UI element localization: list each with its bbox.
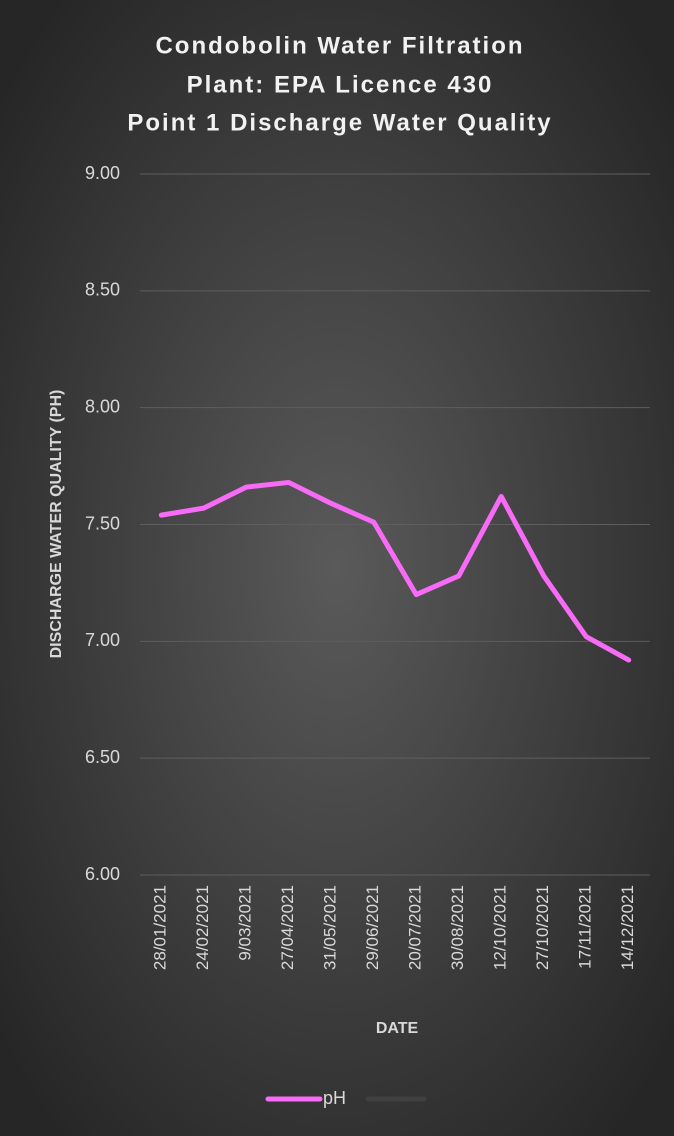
- y-tick-label: 6.50: [85, 747, 120, 767]
- y-axis-title: DISCHARGE WATER QUALITY (PH): [48, 390, 65, 659]
- x-tick-label: 27/04/2021: [278, 885, 297, 970]
- y-tick-label: 9.00: [85, 163, 120, 183]
- legend-label: pH: [323, 1088, 346, 1108]
- y-tick-label: 8.50: [85, 280, 120, 300]
- y-tick-label: 7.50: [85, 513, 120, 533]
- x-tick-label: 29/06/2021: [363, 885, 382, 970]
- x-tick-label: 28/01/2021: [151, 885, 170, 970]
- chart-title: Plant: EPA Licence 430: [187, 71, 494, 98]
- x-tick-label: 31/05/2021: [321, 885, 340, 970]
- x-tick-label: 12/10/2021: [491, 885, 510, 970]
- chart-title: Condobolin Water Filtration: [155, 32, 524, 59]
- x-tick-label: 17/11/2021: [576, 885, 595, 969]
- x-tick-label: 27/10/2021: [533, 885, 552, 970]
- y-tick-label: 6.00: [85, 864, 120, 884]
- x-tick-label: 9/03/2021: [236, 885, 255, 961]
- x-tick-label: 14/12/2021: [618, 885, 637, 970]
- x-tick-label: 20/07/2021: [406, 885, 425, 970]
- x-tick-label: 24/02/2021: [193, 885, 212, 970]
- series-line: [158, 479, 632, 663]
- chart-title: Point 1 Discharge Water Quality: [127, 109, 552, 136]
- x-axis-title: DATE: [376, 1020, 419, 1037]
- y-tick-label: 7.00: [85, 630, 120, 650]
- x-tick-label: 30/08/2021: [448, 885, 467, 970]
- y-tick-label: 8.00: [85, 396, 120, 416]
